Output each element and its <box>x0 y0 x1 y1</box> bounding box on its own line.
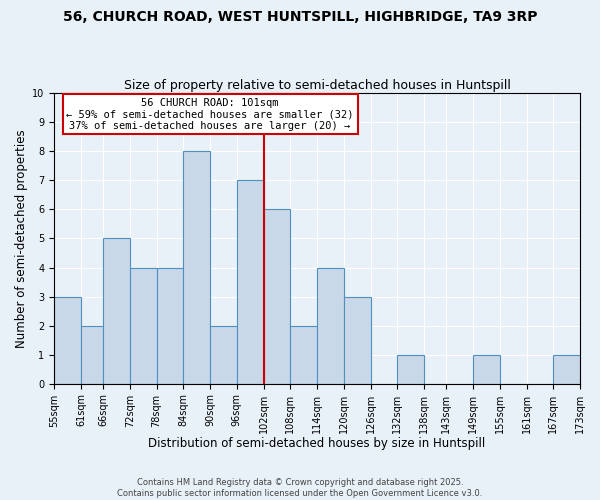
Text: 56, CHURCH ROAD, WEST HUNTSPILL, HIGHBRIDGE, TA9 3RP: 56, CHURCH ROAD, WEST HUNTSPILL, HIGHBRI… <box>63 10 537 24</box>
Bar <box>553 354 580 384</box>
Text: Contains HM Land Registry data © Crown copyright and database right 2025.
Contai: Contains HM Land Registry data © Crown c… <box>118 478 482 498</box>
Title: Size of property relative to semi-detached houses in Huntspill: Size of property relative to semi-detach… <box>124 79 511 92</box>
Bar <box>103 238 130 384</box>
Bar <box>184 152 210 384</box>
X-axis label: Distribution of semi-detached houses by size in Huntspill: Distribution of semi-detached houses by … <box>148 437 485 450</box>
Bar <box>237 180 263 384</box>
Bar <box>157 268 184 384</box>
Bar <box>81 326 103 384</box>
Bar <box>397 354 424 384</box>
Text: 56 CHURCH ROAD: 101sqm
← 59% of semi-detached houses are smaller (32)
37% of sem: 56 CHURCH ROAD: 101sqm ← 59% of semi-det… <box>67 98 354 130</box>
Bar <box>290 326 317 384</box>
Bar <box>263 210 290 384</box>
Bar <box>210 326 237 384</box>
Y-axis label: Number of semi-detached properties: Number of semi-detached properties <box>15 129 28 348</box>
Bar <box>317 268 344 384</box>
Bar <box>344 296 371 384</box>
Bar <box>54 296 81 384</box>
Bar <box>473 354 500 384</box>
Bar <box>130 268 157 384</box>
